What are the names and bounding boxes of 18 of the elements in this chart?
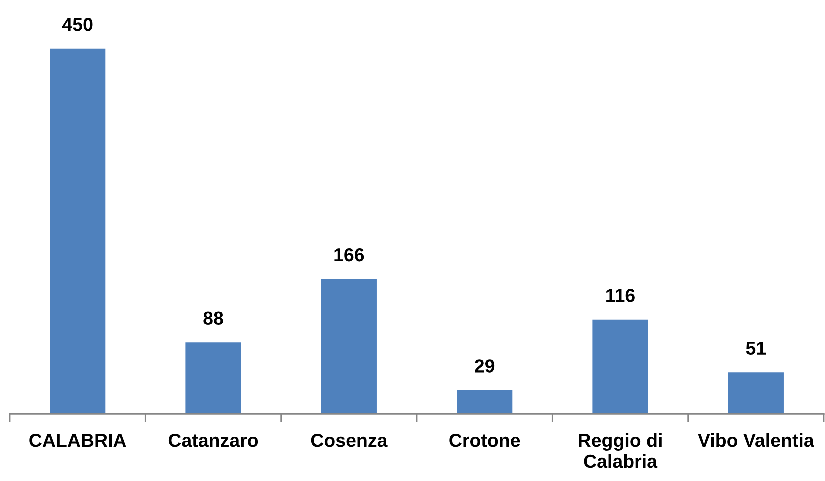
data-label: 29 (475, 360, 495, 373)
data-label: 450 (62, 18, 93, 32)
bar (186, 342, 242, 414)
x-tick-label: Crotone (450, 434, 520, 448)
data-label: 88 (204, 312, 224, 326)
bar (50, 48, 106, 414)
data-label: 166 (334, 248, 364, 262)
data-label: 51 (746, 342, 766, 356)
bar (457, 390, 513, 414)
data-label: 116 (606, 289, 635, 302)
bar (592, 320, 648, 414)
x-tick-label: Catanzaro (168, 434, 258, 448)
x-tick-label: CALABRIA (30, 434, 126, 448)
bar (321, 279, 377, 414)
bar (728, 372, 784, 414)
x-tick-label: Cosenza (311, 434, 388, 448)
x-tick-label: Reggio di Calabria (579, 433, 662, 468)
x-tick-label: Vibo Valentia (698, 433, 814, 448)
